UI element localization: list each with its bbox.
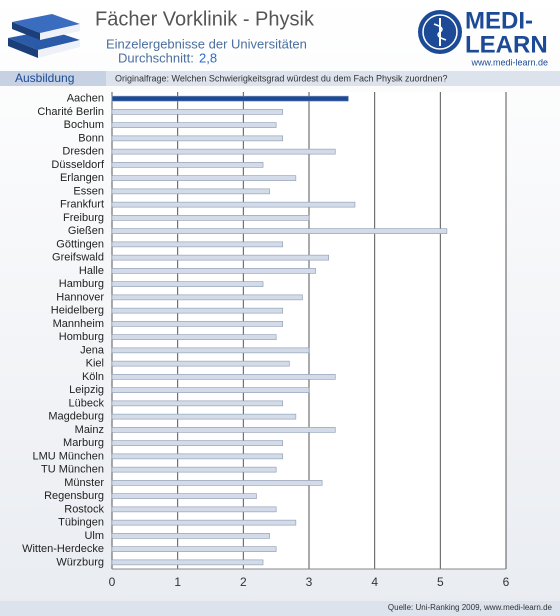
y-tick-label: Mannheim bbox=[53, 318, 104, 330]
y-tick-label: Lübeck bbox=[69, 397, 105, 409]
y-tick-label: Witten-Herdecke bbox=[22, 543, 104, 555]
x-tick-label: 2 bbox=[240, 575, 247, 589]
bar bbox=[111, 281, 264, 287]
bar bbox=[111, 413, 297, 420]
bar bbox=[111, 228, 448, 234]
bar bbox=[111, 307, 284, 314]
bar bbox=[111, 546, 277, 552]
bar bbox=[111, 321, 284, 327]
footer-band bbox=[0, 601, 560, 616]
bar bbox=[111, 109, 284, 115]
bar bbox=[111, 519, 297, 526]
y-tick-label: Bonn bbox=[78, 132, 104, 144]
x-tick-label: 5 bbox=[437, 575, 444, 589]
average-value: 2,8 bbox=[199, 50, 217, 65]
x-tick-label: 0 bbox=[109, 575, 116, 589]
logo-line1: MEDI- bbox=[465, 7, 533, 34]
y-tick-label: Heidelberg bbox=[51, 305, 104, 317]
y-tick-label: Aachen bbox=[67, 93, 104, 105]
y-tick-label: Mainz bbox=[75, 424, 104, 436]
bar bbox=[111, 148, 336, 155]
section-label: Ausbildung bbox=[15, 71, 74, 85]
y-tick-label: Greifswald bbox=[52, 252, 104, 264]
y-tick-label: Regensburg bbox=[44, 490, 104, 502]
y-tick-label: Hamburg bbox=[59, 278, 104, 290]
y-tick-label: Düsseldorf bbox=[51, 159, 105, 171]
section-tab bbox=[0, 71, 106, 86]
logo-line2: LEARN bbox=[465, 31, 548, 58]
bar bbox=[111, 533, 270, 539]
bar bbox=[111, 215, 310, 221]
logo-url: www.medi-learn.de bbox=[470, 57, 548, 67]
bar bbox=[111, 559, 264, 566]
bar bbox=[111, 440, 284, 446]
y-tick-label: Freiburg bbox=[63, 212, 104, 224]
y-tick-label: Ulm bbox=[84, 530, 104, 542]
x-tick-label: 3 bbox=[306, 575, 313, 589]
bar bbox=[111, 294, 303, 301]
y-tick-label: Göttingen bbox=[56, 238, 104, 250]
bar bbox=[111, 175, 297, 181]
y-tick-label: LMU München bbox=[32, 450, 104, 462]
y-tick-label: Magdeburg bbox=[48, 411, 104, 423]
average-label: Durchschnitt: bbox=[118, 50, 194, 65]
bar bbox=[111, 387, 310, 393]
bar bbox=[111, 254, 329, 261]
bar bbox=[111, 493, 257, 499]
bar bbox=[111, 427, 336, 433]
bar bbox=[111, 453, 284, 460]
y-tick-label: Hannover bbox=[56, 291, 104, 303]
bar bbox=[111, 122, 277, 128]
bar bbox=[111, 268, 316, 274]
section-band bbox=[0, 71, 560, 86]
y-tick-label: Erlangen bbox=[60, 172, 104, 184]
y-tick-label: Essen bbox=[73, 185, 104, 197]
y-tick-label: Charité Berlin bbox=[37, 106, 104, 118]
book-icon bbox=[8, 14, 80, 58]
question: Originalfrage: Welchen Schwierigkeitsgra… bbox=[115, 73, 448, 83]
y-tick-label: Rostock bbox=[64, 503, 104, 515]
y-tick-label: Halle bbox=[79, 265, 104, 277]
bar bbox=[111, 95, 349, 102]
y-tick-label: Würzburg bbox=[56, 556, 104, 568]
y-tick-label: Münster bbox=[64, 477, 104, 489]
y-tick-label: Jena bbox=[80, 344, 105, 356]
bar bbox=[111, 201, 356, 208]
y-tick-label: Köln bbox=[82, 371, 104, 383]
source: Quelle: Uni-Ranking 2009, www.medi-learn… bbox=[388, 603, 553, 612]
bar bbox=[111, 400, 284, 407]
y-tick-label: Leipzig bbox=[69, 384, 104, 396]
bar bbox=[111, 480, 323, 486]
subtitle: Einzelergebnisse der Universitäten bbox=[106, 36, 307, 51]
y-tick-label: Frankfurt bbox=[60, 199, 104, 211]
y-tick-label: Marburg bbox=[63, 437, 104, 449]
x-tick-label: 4 bbox=[371, 575, 378, 589]
chart-title: Fächer Vorklinik - Physik bbox=[95, 8, 315, 30]
bar bbox=[111, 360, 290, 367]
bar bbox=[111, 135, 284, 142]
y-tick-label: Kiel bbox=[86, 358, 104, 370]
bar bbox=[111, 466, 277, 473]
bar bbox=[111, 188, 270, 195]
bar bbox=[111, 334, 277, 340]
bar bbox=[111, 162, 264, 168]
x-tick-label: 6 bbox=[503, 575, 510, 589]
y-tick-label: Dresden bbox=[62, 146, 104, 158]
bar bbox=[111, 374, 336, 380]
y-tick-label: Tübingen bbox=[58, 517, 104, 529]
y-tick-label: Bochum bbox=[64, 119, 104, 131]
x-tick-label: 1 bbox=[174, 575, 181, 589]
bar bbox=[111, 241, 284, 248]
bar bbox=[111, 347, 310, 354]
y-tick-label: TU München bbox=[41, 464, 104, 476]
logo bbox=[418, 10, 462, 54]
y-tick-label: Gießen bbox=[68, 225, 104, 237]
bar bbox=[111, 506, 277, 513]
y-tick-label: Homburg bbox=[59, 331, 104, 343]
